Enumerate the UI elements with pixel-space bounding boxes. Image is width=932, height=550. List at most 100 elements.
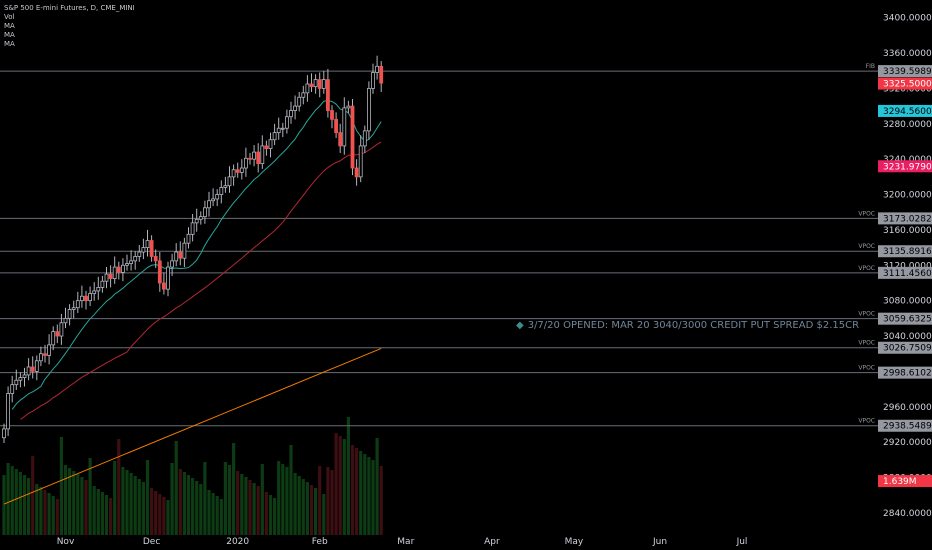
candle-body[interactable] [260, 145, 265, 164]
candle-body[interactable] [317, 79, 322, 89]
candle-body[interactable] [276, 127, 281, 134]
candle-body[interactable] [161, 282, 166, 290]
candle-body[interactable] [325, 79, 330, 111]
price-tag[interactable] [878, 312, 932, 325]
candle-body[interactable] [301, 92, 306, 98]
candle-body[interactable] [141, 247, 146, 253]
candle-body[interactable] [198, 216, 203, 220]
candle-body[interactable] [30, 366, 35, 372]
candle-body[interactable] [10, 384, 15, 394]
price-tag[interactable] [878, 366, 932, 379]
candle-body[interactable] [22, 374, 27, 378]
candle-body[interactable] [342, 107, 347, 147]
candle-body[interactable] [248, 157, 252, 160]
candle-body[interactable] [92, 290, 97, 294]
candle-body[interactable] [297, 96, 302, 107]
candle-body[interactable] [100, 280, 105, 288]
candle-body[interactable] [137, 251, 142, 257]
symbol-title[interactable]: S&P 500 E-mini Futures, D, CME_MINI [4, 4, 135, 12]
candle-body[interactable] [125, 263, 129, 266]
legend-ma-2[interactable]: MA [4, 31, 15, 39]
candle-body[interactable] [14, 379, 19, 386]
candle-body[interactable] [223, 185, 228, 188]
legend-ma-3[interactable]: MA [4, 40, 15, 48]
price-axis[interactable]: 3400.00003360.00003320.00003280.00003240… [878, 0, 932, 550]
candle-body[interactable] [149, 240, 154, 257]
trade-note[interactable]: ◆ 3/7/20 OPENED: MAR 20 3040/3000 CREDIT … [516, 320, 859, 331]
price-tag[interactable] [878, 77, 932, 90]
candle-body[interactable] [239, 167, 244, 173]
legend-ma-1[interactable]: MA [4, 22, 15, 30]
candle-body[interactable] [194, 218, 199, 224]
price-tag[interactable] [878, 212, 932, 225]
candle-body[interactable] [186, 233, 191, 244]
candle-body[interactable] [371, 72, 375, 89]
time-axis[interactable]: Nov Dec 2020 Feb Mar Apr May Jun Jul [57, 537, 748, 547]
candle-body[interactable] [264, 145, 269, 149]
candle-body[interactable] [47, 344, 51, 356]
candle-body[interactable] [280, 127, 285, 130]
candle-body[interactable] [153, 256, 158, 262]
price-tag[interactable] [878, 419, 932, 432]
candle-body[interactable] [18, 377, 23, 381]
candle-body[interactable] [284, 116, 289, 129]
candle-body[interactable] [219, 187, 224, 195]
candle-body[interactable] [338, 132, 343, 147]
candle-body[interactable] [75, 300, 80, 309]
price-tag[interactable] [878, 160, 932, 173]
candle-body[interactable] [2, 428, 6, 439]
candle-body[interactable] [26, 366, 31, 376]
candle-body[interactable] [59, 322, 64, 337]
candle-body[interactable] [215, 194, 220, 200]
candle-body[interactable] [305, 83, 310, 94]
candle-body[interactable] [272, 132, 277, 141]
candle-body[interactable] [121, 264, 125, 273]
candle-body[interactable] [268, 139, 273, 149]
candle-body[interactable] [116, 266, 121, 273]
candle-body[interactable] [63, 317, 68, 324]
candle-body[interactable] [358, 145, 363, 178]
candle-body[interactable] [108, 273, 113, 279]
candle-body[interactable] [133, 256, 138, 262]
candle-body[interactable] [334, 118, 339, 134]
candle-body[interactable] [346, 105, 351, 109]
candle-body[interactable] [104, 273, 109, 282]
candle-body[interactable] [84, 295, 88, 302]
candle-body[interactable] [202, 207, 207, 218]
candle-body[interactable] [235, 169, 240, 173]
price-tag[interactable] [878, 245, 932, 258]
candle-body[interactable] [309, 83, 314, 88]
candle-body[interactable] [362, 130, 367, 147]
candle-body[interactable] [34, 360, 39, 372]
candle-body[interactable] [55, 331, 60, 337]
candle-body[interactable] [256, 151, 261, 164]
candle-body[interactable] [80, 295, 84, 302]
candle-body[interactable] [166, 266, 170, 290]
candle-body[interactable] [43, 353, 47, 356]
candle-body[interactable] [231, 169, 236, 178]
candle-body[interactable] [112, 266, 117, 279]
legend-vol[interactable]: Vol [4, 13, 15, 21]
candle-body[interactable] [350, 105, 355, 169]
candle-body[interactable] [354, 167, 359, 178]
candle-body[interactable] [145, 240, 150, 249]
candle-body[interactable] [178, 251, 183, 259]
candle-body[interactable] [321, 79, 326, 89]
candle-body[interactable] [71, 307, 76, 310]
price-tag[interactable] [878, 475, 932, 488]
candle-body[interactable] [170, 260, 175, 268]
price-tag[interactable] [878, 341, 932, 354]
candle-body[interactable] [129, 260, 134, 264]
candle-body[interactable] [88, 293, 92, 302]
candle-body[interactable] [375, 65, 380, 73]
candle-body[interactable] [366, 88, 371, 132]
candle-body[interactable] [379, 65, 384, 84]
candle-body[interactable] [96, 286, 101, 292]
candle-body[interactable] [293, 105, 298, 111]
candle-body[interactable] [51, 331, 56, 346]
candle-body[interactable] [313, 79, 318, 88]
candle-body[interactable] [39, 353, 43, 362]
candle-body[interactable] [289, 110, 293, 118]
price-tag[interactable] [878, 266, 932, 279]
candle-body[interactable] [227, 176, 232, 187]
